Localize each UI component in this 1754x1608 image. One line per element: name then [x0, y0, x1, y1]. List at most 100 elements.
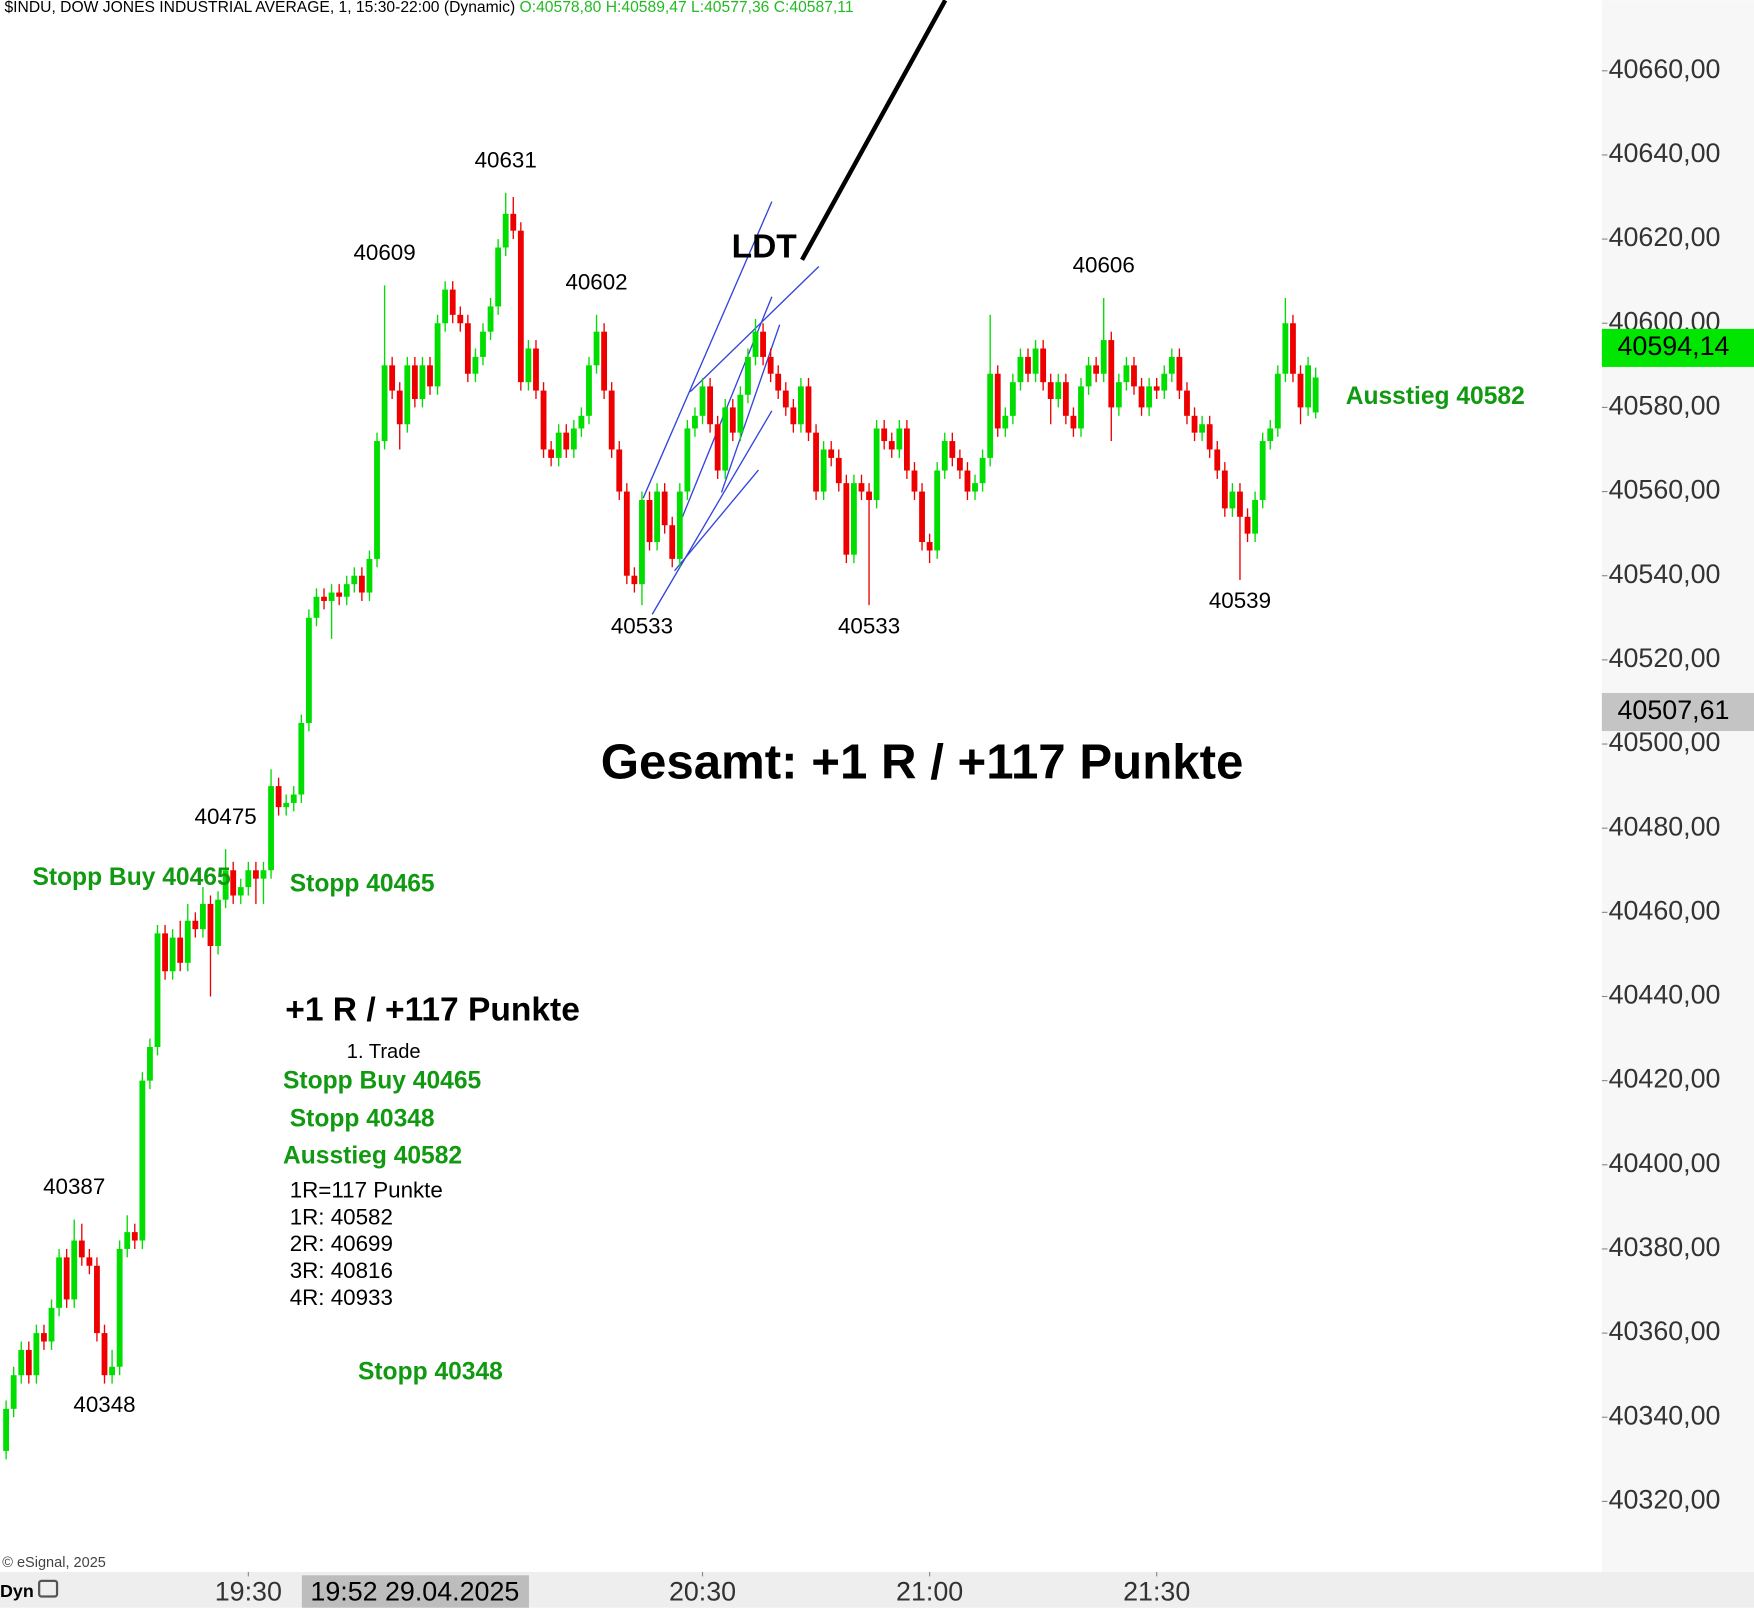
candle-body: [843, 483, 850, 555]
candle-body: [1017, 356, 1024, 383]
annotation: 1R=117 Punkte: [290, 1178, 443, 1203]
y-tick-label: 40560,00: [1609, 475, 1721, 505]
candle-body: [139, 1080, 146, 1241]
candle-body: [956, 457, 963, 471]
annotation: Stopp Buy 40465: [32, 864, 230, 891]
channel-line: [651, 410, 773, 615]
swing-label: 40387: [43, 1174, 105, 1199]
lock-icon[interactable]: [38, 1579, 59, 1598]
header-title: $INDU, DOW JONES INDUSTRIAL AVERAGE, 1, …: [4, 0, 515, 16]
candle-body: [366, 558, 373, 593]
y-tick-label: 40660,00: [1609, 54, 1721, 84]
candle-body: [313, 596, 320, 618]
candle-body: [358, 575, 365, 593]
price-label-box: [1601, 692, 1754, 732]
candle-body: [78, 1240, 85, 1258]
candle-body: [177, 937, 184, 963]
y-tick-label: 40640,00: [1609, 138, 1721, 168]
channel-line: [674, 469, 759, 572]
candle-body: [374, 441, 380, 559]
candle-body: [25, 1349, 32, 1376]
candle-body: [1176, 356, 1183, 391]
candle-body: [3, 1408, 10, 1451]
candle-body: [888, 441, 895, 450]
y-tick-label: 40440,00: [1609, 980, 1721, 1010]
candle-body: [147, 1046, 153, 1081]
swing-label: 40533: [838, 613, 900, 638]
y-tick-label: 40540,00: [1609, 559, 1721, 589]
candle-body: [487, 306, 494, 332]
candle-body: [1047, 382, 1054, 399]
swing-label: 40348: [73, 1392, 135, 1417]
candle-body: [1009, 382, 1016, 416]
candle-body: [1237, 491, 1243, 517]
candle-body: [639, 499, 645, 585]
candle-body: [601, 331, 608, 391]
candle-body: [669, 525, 676, 559]
candle-body: [328, 592, 335, 601]
candle-body: [502, 213, 509, 248]
candle-body: [987, 373, 994, 458]
candle-body: [1078, 386, 1084, 429]
annotation: 4R: 40933: [290, 1285, 393, 1310]
candle-body: [18, 1349, 25, 1376]
mode-label[interactable]: Dyn: [0, 1581, 34, 1601]
candle-body: [442, 289, 449, 324]
candle-body: [1305, 365, 1312, 408]
candle-body: [578, 415, 585, 429]
candle-body: [722, 407, 729, 471]
candle-body: [729, 407, 736, 433]
candle-body: [33, 1333, 40, 1376]
candle-body: [1221, 470, 1228, 509]
swing-label: 40602: [565, 269, 627, 294]
candle-body: [994, 373, 1001, 429]
candle-body: [1085, 365, 1092, 387]
price-label-box: [1601, 328, 1754, 367]
candle-body: [63, 1257, 70, 1300]
y-tick-label: 40580,00: [1609, 391, 1721, 421]
candle-body: [94, 1265, 100, 1334]
candle-body: [275, 786, 282, 808]
candle-body: [828, 449, 835, 458]
annotation: 1. Trade: [347, 1041, 421, 1063]
annotation: +1 R / +117 Punkte: [285, 991, 580, 1028]
annotation: 3R: 40816: [290, 1258, 393, 1283]
swing-label: 40539: [1209, 588, 1271, 613]
candle-body: [1062, 382, 1069, 416]
candle-body: [919, 491, 925, 543]
candle-body: [813, 432, 819, 492]
candle-body: [820, 449, 827, 492]
candle-body: [48, 1307, 55, 1342]
candle-body: [926, 542, 933, 551]
candle-body: [1206, 424, 1213, 450]
y-tick-label: 40420,00: [1609, 1064, 1721, 1094]
candle-body: [1312, 377, 1319, 413]
candle-body: [1282, 323, 1289, 374]
candle-body: [283, 802, 290, 808]
candle-body: [699, 386, 706, 416]
candle-body: [1123, 365, 1130, 383]
x-tick-label: 19:30: [215, 1576, 282, 1606]
candle-body: [472, 356, 479, 374]
candle-body: [548, 449, 555, 458]
copyright: © eSignal, 2025: [2, 1555, 106, 1571]
candle-body: [154, 933, 161, 1047]
candle-body: [570, 428, 577, 450]
candle-body: [116, 1248, 123, 1367]
candle-body: [775, 373, 782, 391]
candle-body: [169, 937, 176, 972]
annotation: Gesamt: +1 R / +117 Punkte: [601, 734, 1244, 789]
price-axis: [1601, 0, 1754, 1572]
candle-body: [972, 483, 978, 492]
candle-body: [517, 230, 524, 383]
annotation: LDT: [732, 228, 798, 265]
candle-body: [835, 457, 842, 484]
candle-body: [1138, 386, 1145, 408]
candle-body: [646, 499, 653, 543]
candle-body: [1100, 340, 1107, 374]
candle-body: [623, 491, 630, 576]
annotation: Ausstieg 40582: [283, 1142, 462, 1169]
candle-body: [321, 596, 327, 601]
candle-body: [949, 441, 956, 458]
candle-body: [252, 870, 259, 879]
